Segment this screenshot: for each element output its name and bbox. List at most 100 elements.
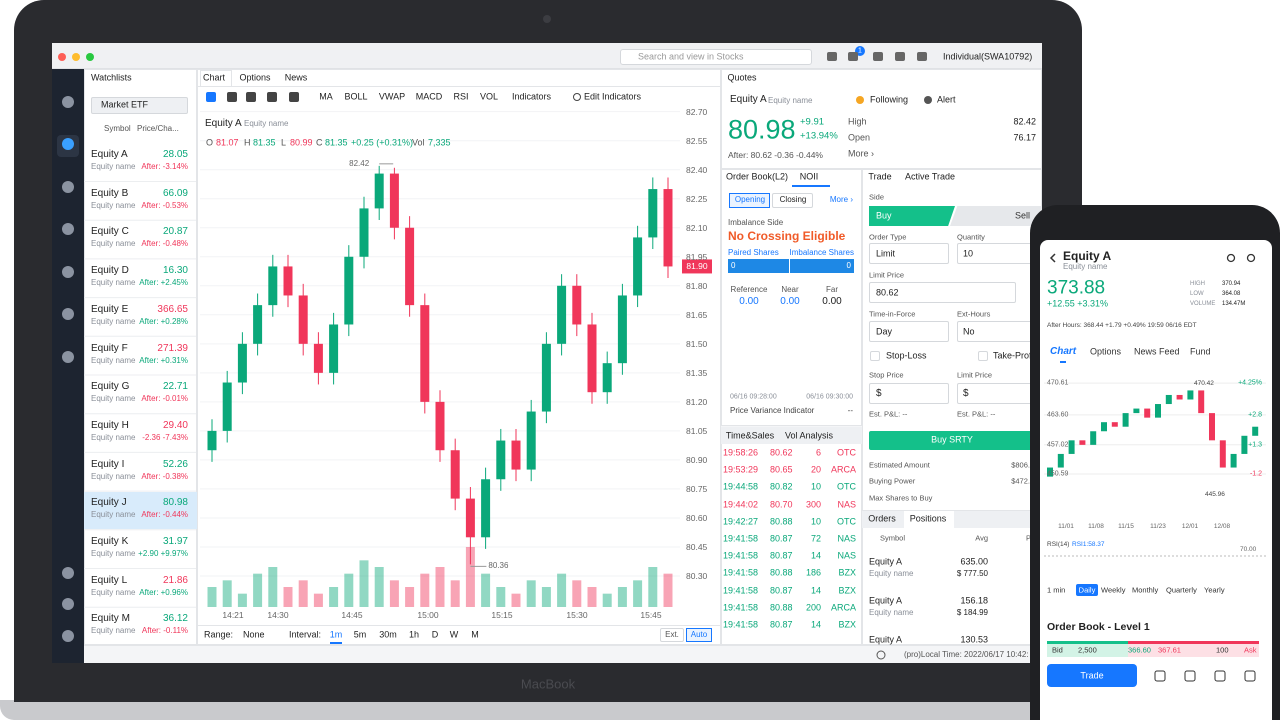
volume-bar <box>496 587 506 607</box>
text[interactable]: 30m <box>379 629 397 640</box>
limit-input[interactable] <box>869 282 1016 303</box>
text[interactable]: Equity J <box>91 497 127 509</box>
text[interactable]: 80.62 <box>876 287 899 298</box>
text[interactable]: Yearly <box>1204 585 1225 595</box>
min-dot[interactable] <box>72 53 80 61</box>
text[interactable]: Quotes <box>727 72 757 83</box>
text[interactable]: Active Trade <box>904 171 956 182</box>
daily-pill[interactable] <box>1076 584 1098 596</box>
text[interactable]: Positions <box>909 513 947 524</box>
text[interactable]: 5m <box>353 629 367 640</box>
text[interactable]: Equity K <box>91 536 129 547</box>
text[interactable]: Market ETF <box>101 99 149 110</box>
filter-select[interactable] <box>91 97 188 114</box>
tif-select[interactable] <box>869 321 949 342</box>
text[interactable]: 1h <box>408 629 420 640</box>
text[interactable]: Day <box>876 326 893 337</box>
text[interactable]: 1 min <box>1047 585 1066 595</box>
text[interactable]: MA <box>319 91 333 102</box>
text[interactable]: Equity D <box>91 265 129 277</box>
text[interactable]: Equity G <box>91 381 130 393</box>
phone-trade-button[interactable] <box>1047 664 1137 687</box>
max-dot[interactable] <box>86 53 94 61</box>
text[interactable]: Time&Sales <box>725 430 775 441</box>
text[interactable]: Vol Analysis <box>784 430 834 441</box>
text[interactable]: Fund <box>1190 346 1211 357</box>
text[interactable]: RSI <box>453 91 469 102</box>
take-profit-check[interactable] <box>978 351 988 361</box>
text[interactable]: Take-Profit <box>993 351 1037 361</box>
text[interactable]: Monthly <box>1132 585 1159 595</box>
text[interactable]: W <box>449 629 459 640</box>
closing-button[interactable] <box>772 193 813 208</box>
text[interactable]: Buy SRTY <box>931 434 973 445</box>
text[interactable]: Daily <box>1078 585 1096 595</box>
text[interactable]: Chart <box>202 72 226 83</box>
text[interactable]: Equity A <box>869 634 903 645</box>
text[interactable]: Chart <box>1050 346 1077 357</box>
text[interactable]: Opening <box>734 195 766 204</box>
text[interactable]: Quarterly <box>1166 585 1197 595</box>
order-type-select[interactable] <box>869 243 949 264</box>
close-dot[interactable] <box>58 53 66 61</box>
text[interactable]: BOLL <box>344 91 368 102</box>
positions-tab-active[interactable] <box>904 511 954 528</box>
text[interactable]: Weekly <box>1101 585 1126 595</box>
text[interactable]: Options <box>239 72 271 83</box>
text[interactable]: More › <box>848 148 875 159</box>
text[interactable]: Buy <box>876 210 892 221</box>
text[interactable]: Equity H <box>91 419 129 431</box>
text[interactable]: Equity I <box>91 458 125 470</box>
ext-button[interactable] <box>660 628 684 642</box>
search-box[interactable] <box>620 49 812 65</box>
text[interactable]: D <box>431 629 439 640</box>
text[interactable]: NOII <box>799 171 819 182</box>
stop-loss-check[interactable] <box>870 351 880 361</box>
opening-button[interactable] <box>729 193 770 208</box>
text[interactable]: Equity E <box>91 303 129 315</box>
noii-tab-active[interactable] <box>792 170 830 187</box>
text[interactable]: Indicators <box>512 91 552 102</box>
stop-price-input[interactable] <box>869 383 949 404</box>
buy-button[interactable] <box>869 206 955 226</box>
text[interactable]: Limit <box>876 248 896 259</box>
text[interactable]: Edit Indicators <box>584 91 642 102</box>
text[interactable]: More › <box>829 195 853 204</box>
chart-tab-active[interactable] <box>200 70 232 87</box>
text[interactable]: Closing <box>779 195 807 204</box>
text[interactable]: None <box>243 629 265 640</box>
text[interactable]: News Feed <box>1134 346 1180 357</box>
text[interactable]: Trade <box>1080 670 1104 681</box>
text[interactable]: VWAP <box>378 91 406 102</box>
text[interactable]: Equity M <box>91 613 130 625</box>
text[interactable]: No <box>963 326 975 337</box>
text: 82.70 <box>686 106 708 117</box>
text[interactable]: Options <box>1090 346 1122 357</box>
text[interactable]: Stop-Loss <box>886 350 927 361</box>
text[interactable]: Equity C <box>91 226 129 238</box>
submit-button[interactable] <box>869 431 1042 450</box>
sell-button[interactable] <box>950 206 1042 226</box>
text[interactable]: Equity B <box>91 187 129 199</box>
text[interactable]: MACD <box>415 91 443 102</box>
text[interactable]: Equity F <box>91 342 128 354</box>
text[interactable]: Equity L <box>91 574 128 586</box>
text[interactable]: Equity A <box>869 595 903 606</box>
text[interactable]: 1m <box>329 629 343 640</box>
text[interactable]: Sell <box>1014 210 1030 221</box>
text[interactable]: Order Book(L2) <box>725 171 789 182</box>
text[interactable]: Ext. <box>665 630 679 639</box>
text[interactable]: Orders <box>868 513 896 524</box>
text[interactable]: Following <box>870 94 909 105</box>
text[interactable]: VOL <box>479 91 499 102</box>
text[interactable]: News <box>284 72 308 83</box>
text[interactable]: M <box>471 629 479 640</box>
text[interactable]: Equity A <box>91 149 128 160</box>
text[interactable]: Alert <box>937 94 956 105</box>
text[interactable]: 10 <box>963 248 974 259</box>
text: OTC <box>837 516 856 527</box>
auto-button[interactable] <box>686 628 712 642</box>
text[interactable]: Equity A <box>869 556 903 567</box>
text[interactable]: Trade <box>868 171 892 182</box>
text[interactable]: Auto <box>690 630 708 639</box>
